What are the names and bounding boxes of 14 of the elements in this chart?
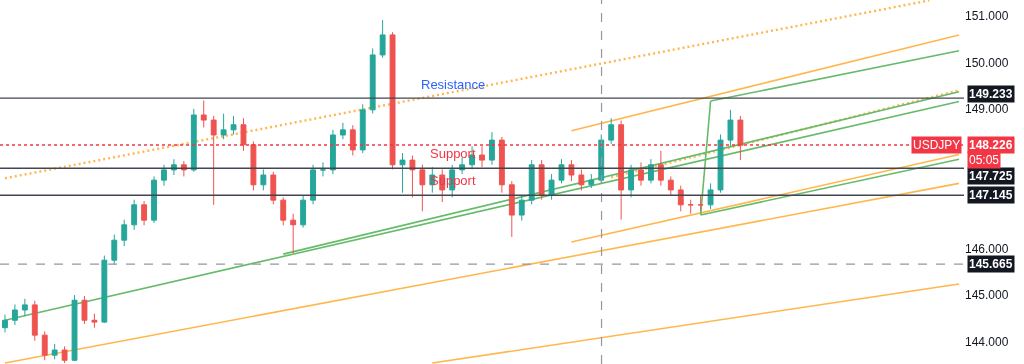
y-tick-label: 151.000 <box>965 9 1009 24</box>
y-tick-label: 150.000 <box>965 55 1009 70</box>
ref-line-label: 147.725 <box>969 169 1013 183</box>
ref-line-label: 147.145 <box>969 188 1013 202</box>
annotation: USDJPY <box>913 138 961 152</box>
y-tick-label: 149.000 <box>965 102 1009 117</box>
annotation: Resistance <box>421 77 486 92</box>
y-tick-label: 145.000 <box>965 288 1009 303</box>
y-tick-label: 146.000 <box>965 241 1009 256</box>
ref-line-label: 149.233 <box>969 87 1013 101</box>
ref-line-label: 145.665 <box>969 257 1013 271</box>
y-tick-label: 144.000 <box>965 334 1009 349</box>
ref-line-label: 148.226 <box>969 138 1013 152</box>
text: 05:05 <box>969 153 1000 167</box>
